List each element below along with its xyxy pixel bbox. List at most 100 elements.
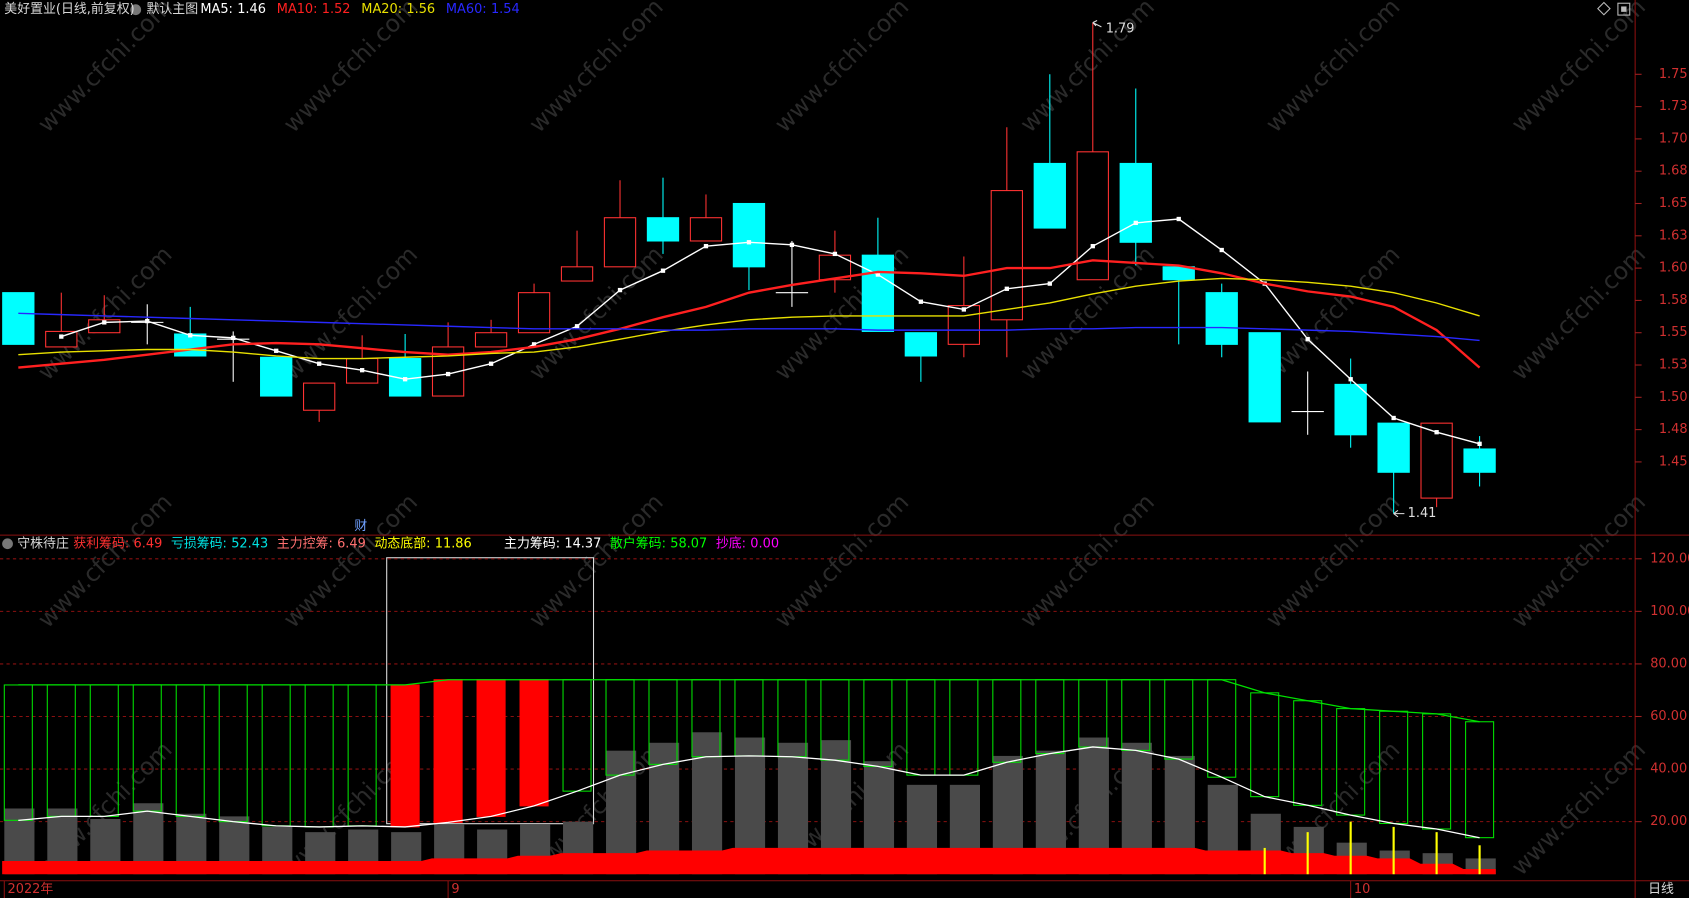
x-tick-label: 9 — [451, 882, 459, 897]
legend-name: 主力控筹: — [277, 535, 333, 551]
legend-name: 抄底: — [716, 535, 746, 551]
ma-point — [918, 299, 924, 304]
y-tick-label: 20.00 — [1650, 814, 1687, 829]
ma-point — [1305, 337, 1310, 342]
ma-point — [488, 361, 494, 366]
ma-point — [1176, 216, 1181, 222]
x-tick-label: 10 — [1354, 882, 1370, 897]
ma-point — [445, 371, 451, 377]
candle-body — [260, 356, 293, 397]
y-tick-label: 1.63 — [1659, 228, 1688, 243]
ma-point — [1004, 286, 1009, 291]
y-tick-label: 120.00 — [1650, 551, 1689, 566]
box-bar — [476, 679, 506, 817]
y-tick-label: 1.75 — [1659, 67, 1688, 82]
candle-body — [861, 254, 895, 332]
legend-name: 主力筹码: — [504, 535, 560, 551]
ma-point — [1090, 243, 1095, 249]
ma-point — [1477, 441, 1482, 446]
icon-window-inner — [1621, 6, 1627, 12]
candle-body — [474, 332, 508, 348]
ma-legend: MA5: 1.46 MA10: 1.52 MA20: 1.56 MA60: 1.54 — [200, 2, 519, 17]
legend-name: MA20: — [361, 2, 402, 17]
legend-value: 1.54 — [491, 2, 520, 17]
icon-diamond[interactable] — [1597, 1, 1611, 16]
legend-name: 散户筹码: — [610, 535, 666, 551]
legend-value: 58.07 — [670, 536, 707, 551]
y-tick-label: 1.55 — [1659, 325, 1688, 340]
y-tick-label: 80.00 — [1650, 656, 1687, 671]
candle-body — [1162, 266, 1195, 281]
ma-point — [1219, 247, 1224, 253]
y-tick-label: 40.00 — [1650, 762, 1687, 777]
ma-point — [145, 318, 150, 324]
legend-value: 1.56 — [406, 2, 435, 17]
candle-body — [947, 305, 981, 345]
legend-name: 获利筹码: — [73, 535, 129, 551]
y-tick-label: 1.50 — [1659, 390, 1688, 405]
ma-point — [617, 287, 623, 293]
y-tick-label: 1.68 — [1659, 164, 1688, 179]
ma-point — [1391, 415, 1396, 421]
ma-point — [359, 368, 365, 373]
ma-point — [1434, 430, 1439, 435]
candle-body — [303, 382, 336, 411]
ma-point — [231, 335, 236, 341]
ma-point — [789, 242, 795, 248]
candle-body — [646, 217, 680, 242]
legend-value: 14.37 — [564, 536, 601, 551]
ma-point — [1047, 281, 1052, 286]
chart-title: 美好置业(日线,前复权) — [4, 1, 134, 17]
ma-point — [660, 268, 666, 273]
ma-point — [875, 272, 881, 277]
ma-point — [961, 307, 967, 312]
ma-point — [703, 243, 709, 249]
legend-name: 亏损筹码: — [171, 535, 227, 551]
legend-value: 1.46 — [237, 2, 266, 17]
y-tick-label: 100.00 — [1650, 604, 1689, 619]
candle-body — [560, 266, 594, 282]
legend-value: 6.49 — [134, 536, 163, 551]
legend-value: 6.49 — [337, 536, 366, 551]
y-tick-label: 1.53 — [1659, 358, 1688, 373]
low-annotation: 1.41 — [1408, 506, 1437, 521]
chart-subtitle: 默认主图 — [146, 1, 198, 17]
high-annotation: 1.79 — [1106, 22, 1135, 37]
candle-body — [904, 332, 938, 357]
period-label[interactable]: 日线 — [1648, 882, 1674, 897]
box-bar — [433, 679, 463, 823]
candle-body — [1420, 422, 1453, 499]
x-tick-label: 2022年 — [8, 882, 54, 897]
candle-body — [517, 292, 551, 334]
candle-body — [1205, 292, 1238, 345]
box-bottom-line — [18, 746, 1480, 839]
y-tick-label: 1.70 — [1659, 131, 1688, 146]
ma-point — [574, 324, 580, 329]
legend-name: MA5: — [200, 2, 233, 17]
candle-body — [732, 202, 766, 268]
box-bar — [519, 679, 549, 807]
indicator-panel: 20.00 40.00 60.00 80.00 100.00 120.00 — [0, 551, 1689, 875]
indicator-legend: 获利筹码: 6.49 亏损筹码: 52.43 主力控筹: 6.49 动态底部: 11.86 主力… — [73, 535, 779, 551]
high-pointer — [1092, 19, 1102, 28]
ma-point — [531, 342, 537, 347]
legend-value: 1.52 — [322, 2, 351, 17]
ma-point — [188, 333, 193, 338]
candle-body — [1377, 422, 1410, 473]
icon-window[interactable] — [1617, 2, 1631, 16]
y-tick-label: 1.45 — [1659, 454, 1688, 469]
dropdown-icon[interactable] — [2, 538, 13, 550]
legend-value: 52.43 — [231, 536, 268, 551]
moving-average-line — [18, 277, 1480, 360]
moving-average-line — [18, 312, 1480, 342]
box-bar — [390, 684, 420, 828]
legend-name: 动态底部: — [374, 535, 430, 551]
dropdown-icon[interactable] — [130, 4, 142, 16]
ma-point — [317, 361, 322, 366]
candle-body — [689, 217, 723, 242]
candle-body — [45, 330, 78, 348]
candle-body — [603, 217, 637, 268]
event-marker[interactable]: 财 — [354, 519, 367, 534]
